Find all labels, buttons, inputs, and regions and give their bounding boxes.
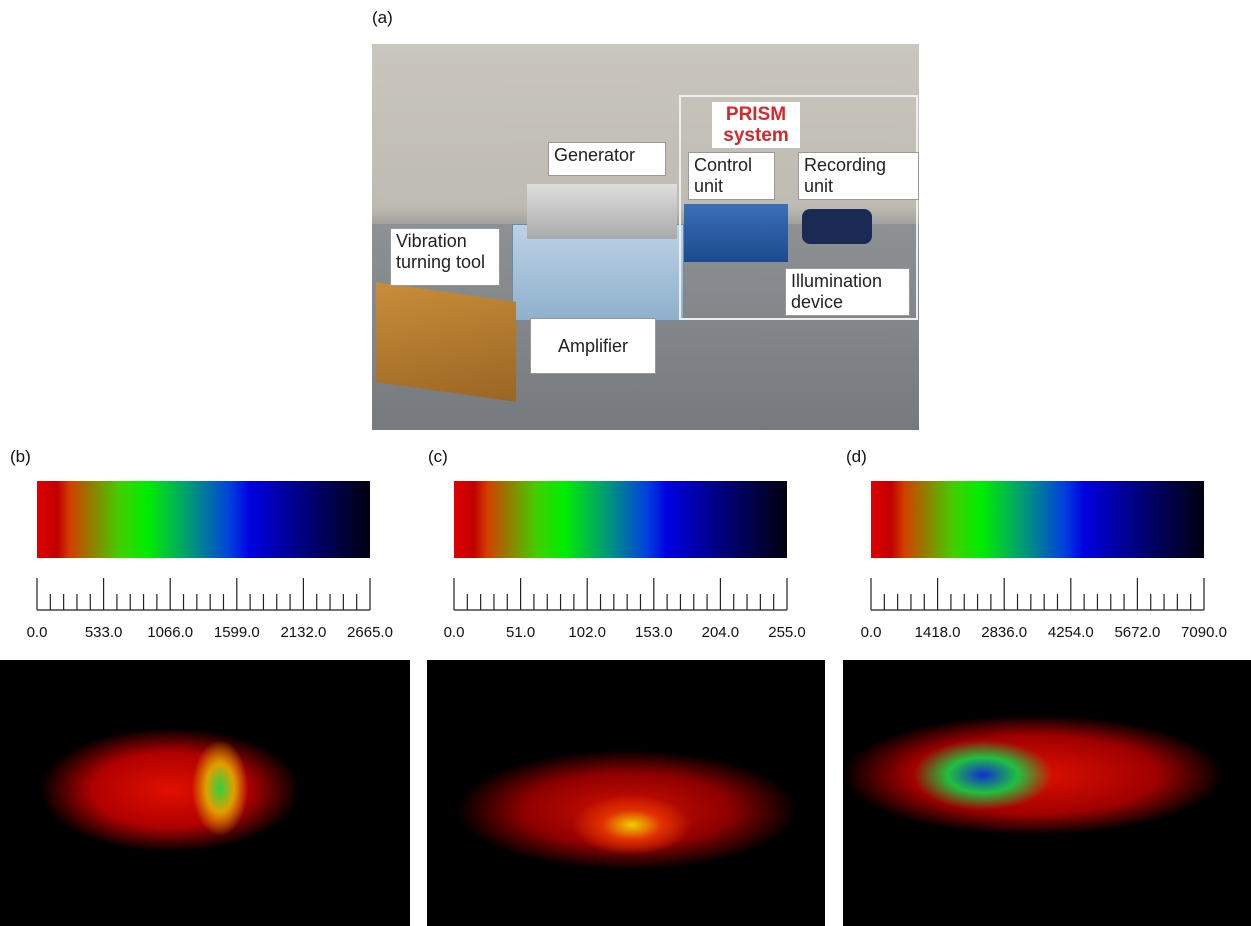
speckle-image xyxy=(427,660,825,926)
scale-label: 2836.0 xyxy=(981,624,1027,641)
scale-label: 4254.0 xyxy=(1048,624,1094,641)
setup-photo: Generator Vibration turning tool Amplifi… xyxy=(372,44,919,430)
scale-label: 0.0 xyxy=(861,624,882,641)
panel-label: (a) xyxy=(372,8,393,28)
annotation: Amplifier xyxy=(530,318,656,374)
annotation: PRISM system xyxy=(712,102,800,148)
panel-label: (d) xyxy=(846,447,867,467)
scale-label: 7090.0 xyxy=(1181,624,1227,641)
scale-ruler xyxy=(870,576,1205,612)
scale-label: 2132.0 xyxy=(280,624,326,641)
tool-box xyxy=(376,282,516,402)
annotation: Generator xyxy=(548,142,666,176)
color-bar xyxy=(871,481,1204,558)
scale-label: 5672.0 xyxy=(1114,624,1160,641)
scale-label: 102.0 xyxy=(568,624,606,641)
scale-label: 533.0 xyxy=(85,624,123,641)
color-bar xyxy=(37,481,370,558)
annotation: Recording unit xyxy=(798,152,919,200)
color-bar xyxy=(454,481,787,558)
speckle-image xyxy=(0,660,410,926)
scale-ruler xyxy=(36,576,371,612)
figure: (a) Generator Vibration turning tool Amp… xyxy=(0,0,1251,926)
scale-label: 0.0 xyxy=(27,624,48,641)
scale-label: 153.0 xyxy=(635,624,673,641)
scale-ruler xyxy=(453,576,788,612)
scale-label: 1418.0 xyxy=(915,624,961,641)
scale-label: 0.0 xyxy=(444,624,465,641)
scale-label: 1066.0 xyxy=(147,624,193,641)
annotation: Illumination device xyxy=(785,268,910,316)
scale-label: 204.0 xyxy=(702,624,740,641)
annotation: Vibration turning tool xyxy=(390,228,500,286)
scale-label: 51.0 xyxy=(506,624,535,641)
annotation: Control unit xyxy=(688,152,775,200)
scale-label: 255.0 xyxy=(768,624,806,641)
generator-box xyxy=(527,184,677,239)
speckle-image xyxy=(843,660,1251,926)
scale-label: 2665.0 xyxy=(347,624,393,641)
panel-label: (c) xyxy=(428,447,448,467)
scale-label: 1599.0 xyxy=(214,624,260,641)
panel-label: (b) xyxy=(10,447,31,467)
